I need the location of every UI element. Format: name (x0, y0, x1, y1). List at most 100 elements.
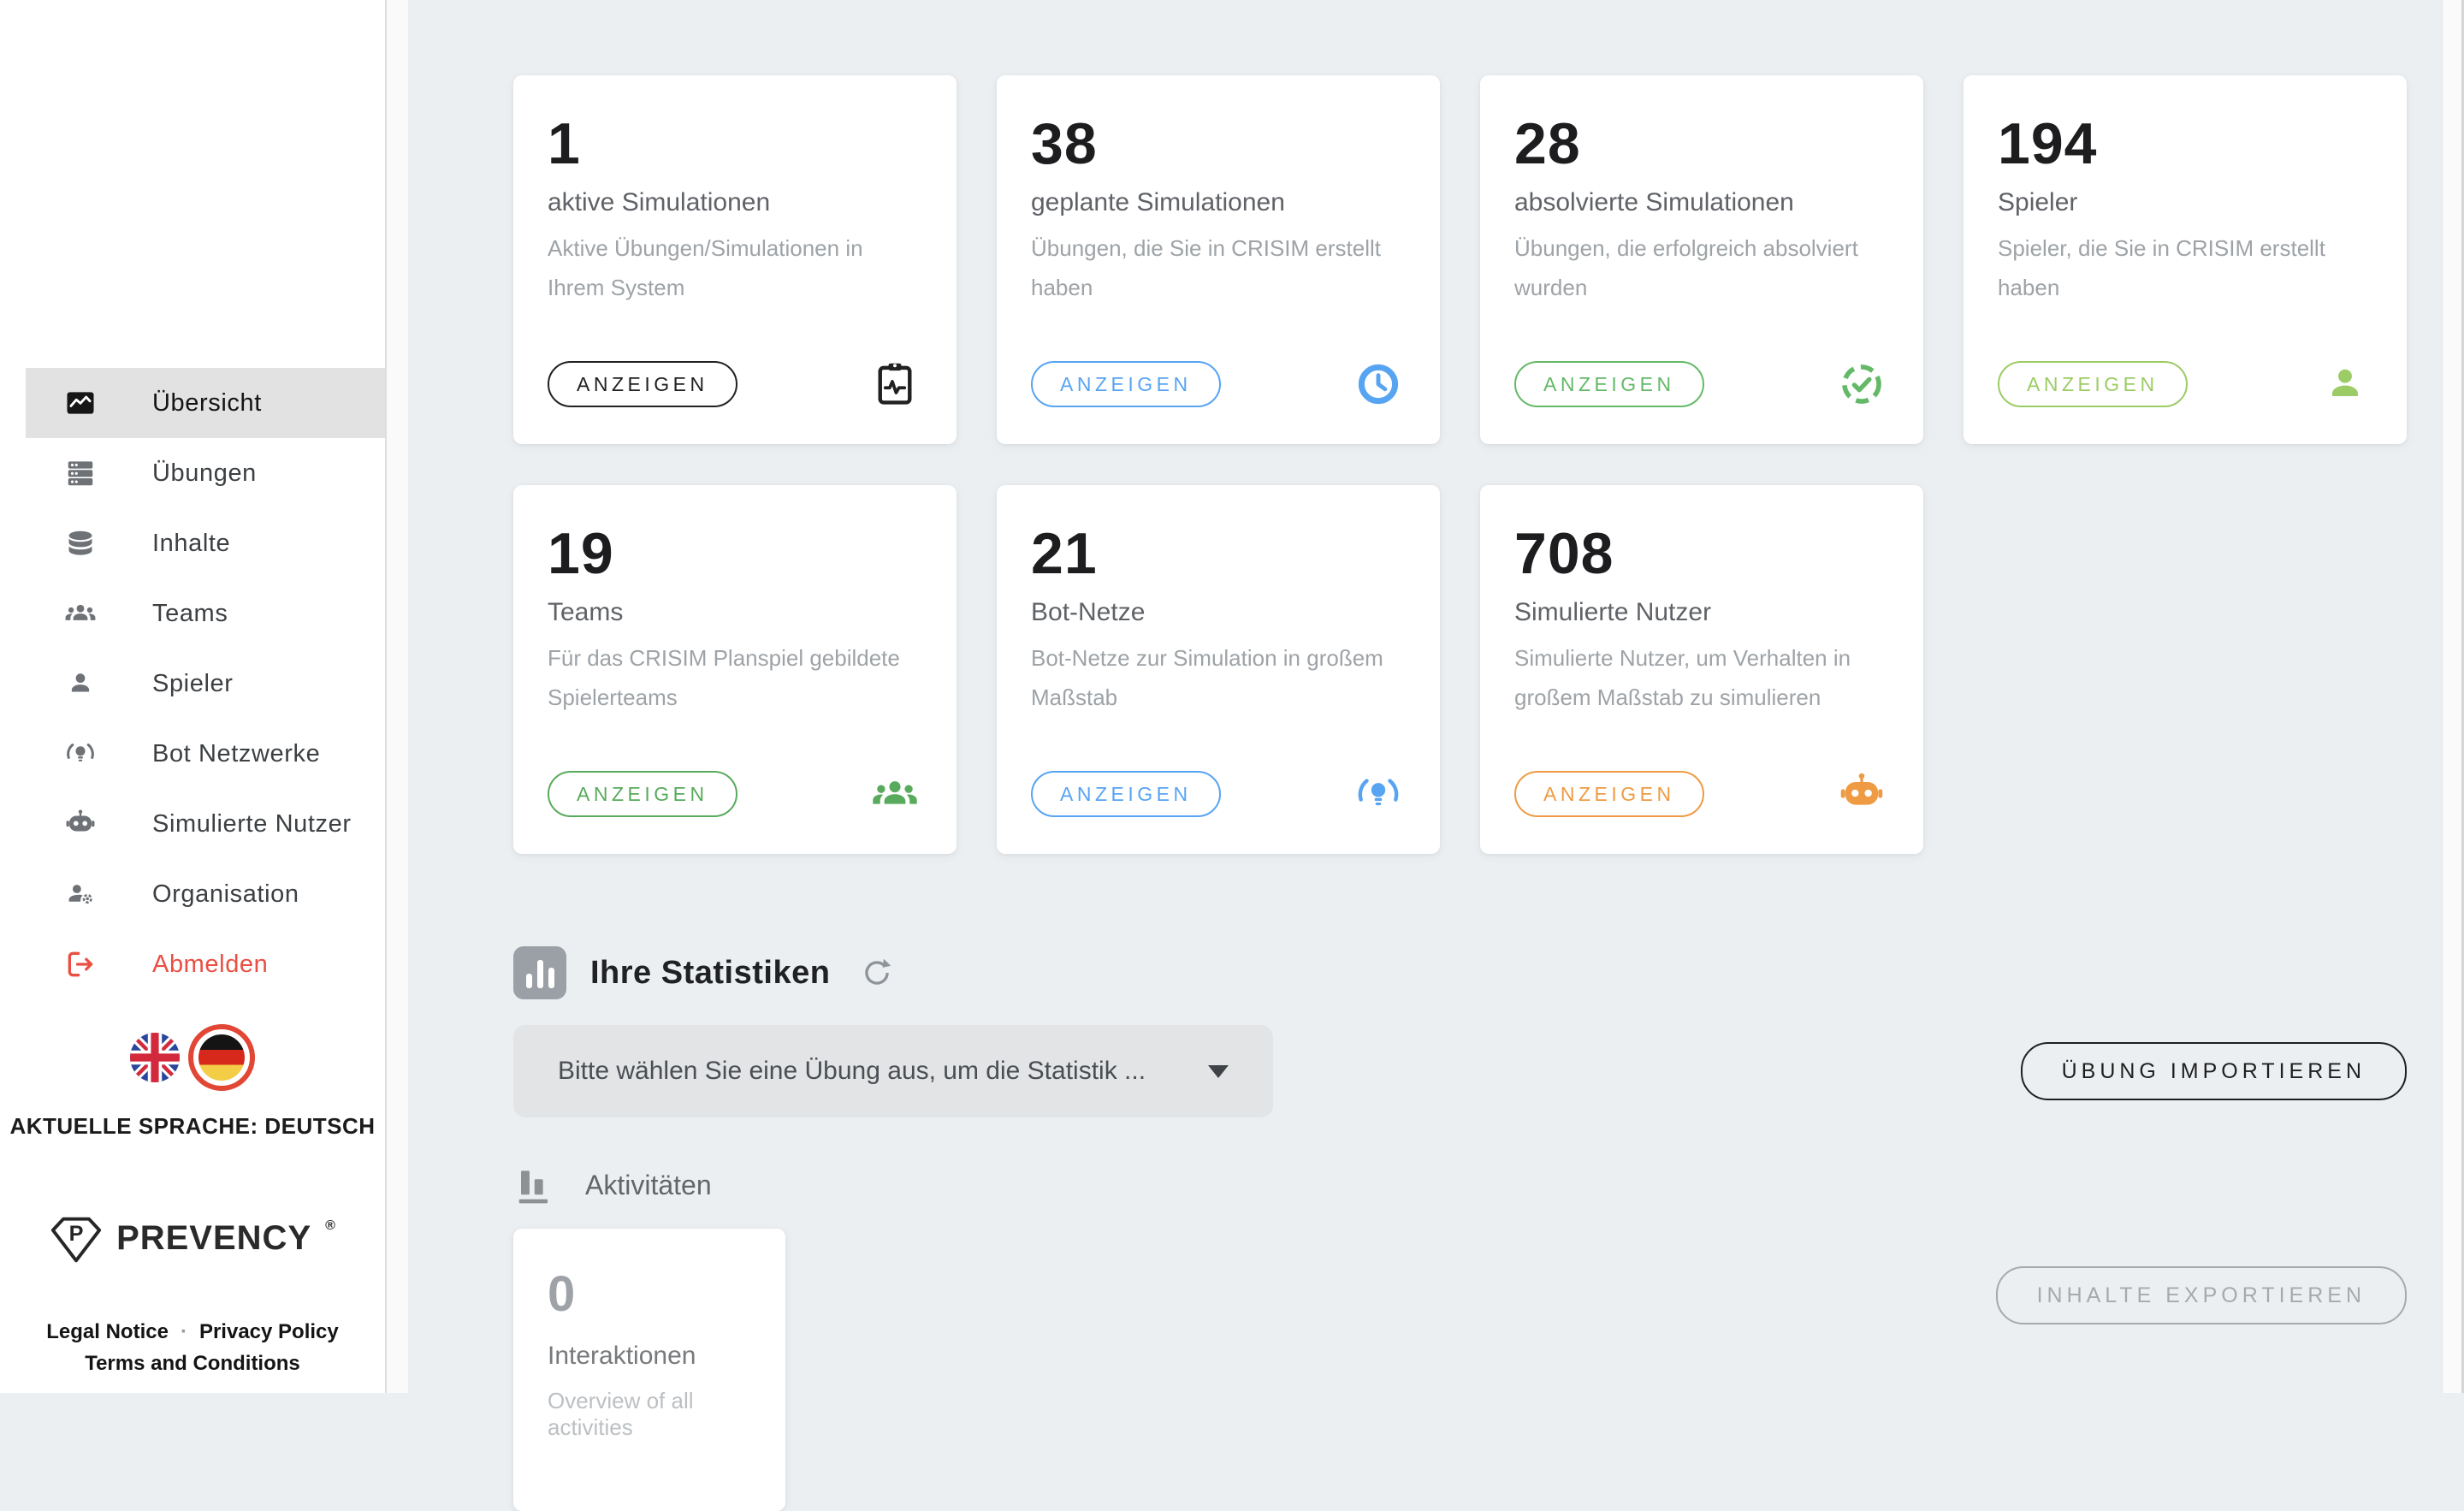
stat-title: Spieler (1998, 188, 2078, 216)
teams-icon (63, 596, 98, 631)
sidebar-item-spieler[interactable]: Spieler (26, 649, 385, 719)
clipboard-pulse-icon (871, 360, 919, 408)
german-flag-icon-selected[interactable] (188, 1024, 255, 1091)
link-separator: · (180, 1320, 187, 1343)
page-scrollbar-track[interactable] (2442, 0, 2464, 1393)
organisation-icon (63, 877, 98, 911)
robot-icon (63, 807, 98, 841)
stat-description: Simulierte Nutzer, um Verhalten in große… (1514, 645, 1851, 710)
stat-title: aktive Simulationen (548, 188, 771, 216)
stat-value: 708 (1514, 521, 1614, 586)
sidebar-scrollbar-track[interactable] (387, 0, 409, 1393)
sidebar-item-abmelden[interactable]: Abmelden (26, 929, 385, 999)
person-icon (2321, 360, 2369, 408)
stat-card: 21 Bot-Netze Bot-Netze zur Simulation in… (997, 485, 1440, 854)
svg-text:P: P (69, 1222, 84, 1246)
statistics-section-header: Ihre Statistiken (513, 946, 2409, 999)
exercises-icon (63, 456, 98, 490)
prevency-gem-icon: P (50, 1217, 102, 1263)
logout-icon (63, 947, 98, 981)
sidebar-item-inhalte[interactable]: Inhalte (26, 508, 385, 578)
check-circle-dashed-icon (1838, 360, 1886, 408)
stat-value: 19 (548, 521, 614, 586)
activity-chart-icon (518, 1170, 548, 1204)
contents-icon (63, 526, 98, 560)
bot-network-icon (63, 737, 98, 771)
anzeigen-button[interactable]: ANZEIGEN (1031, 771, 1221, 817)
interactions-count: 0 (548, 1266, 576, 1322)
sidebar-footer: AKTUELLE SPRACHE: DEUTSCH P PREVENCY ® L… (0, 1024, 385, 1379)
bar-chart-icon (513, 946, 566, 999)
exercise-select-placeholder: Bitte wählen Sie eine Übung aus, um die … (558, 1057, 1146, 1085)
stat-card: 28 absolvierte Simulationen Übungen, die… (1480, 75, 1923, 444)
legal-links: Legal Notice · Privacy Policy Terms and Co… (0, 1316, 385, 1379)
anzeigen-button[interactable]: ANZEIGEN (548, 771, 737, 817)
sidebar-item-uebungen[interactable]: Übungen (26, 438, 385, 508)
registered-mark: ® (325, 1218, 335, 1233)
stat-description: Übungen, die Sie in CRISIM erstellt habe… (1031, 235, 1381, 300)
export-contents-button[interactable]: INHALTE EXPORTIEREN (1995, 1266, 2407, 1324)
robot-icon (1838, 770, 1886, 818)
stat-card: 38 geplante Simulationen Übungen, die Si… (997, 75, 1440, 444)
main-content: 1 aktive Simulationen Aktive Übungen/Sim… (409, 0, 2442, 1511)
activities-row: 0 Interaktionen Overview of all activiti… (513, 1229, 2407, 1511)
bot-network-icon (1354, 770, 1402, 818)
anzeigen-button[interactable]: ANZEIGEN (1998, 361, 2188, 407)
clock-icon (1354, 360, 1402, 408)
import-exercise-button[interactable]: ÜBUNG IMPORTIEREN (2020, 1042, 2407, 1100)
anzeigen-button[interactable]: ANZEIGEN (1514, 771, 1704, 817)
terms-and-conditions-link[interactable]: Terms and Conditions (85, 1352, 300, 1375)
stat-card: 708 Simulierte Nutzer Simulierte Nutzer,… (1480, 485, 1923, 854)
stat-title: absolvierte Simulationen (1514, 188, 1794, 216)
stat-card: 194 Spieler Spieler, die Sie in CRISIM e… (1964, 75, 2407, 444)
chevron-down-icon (1208, 1064, 1229, 1078)
german-flag-icon (198, 1034, 245, 1081)
activities-heading: Aktivitäten (585, 1169, 712, 1200)
stat-card: 19 Teams Für das CRISIM Planspiel gebild… (513, 485, 957, 854)
stat-description: Bot-Netze zur Simulation in großem Maßst… (1031, 645, 1383, 710)
sidebar: Übersicht Übungen Inhalte Teams Spieler … (0, 0, 387, 1393)
anzeigen-button[interactable]: ANZEIGEN (548, 361, 737, 407)
sidebar-item-simulierte-nutzer[interactable]: Simulierte Nutzer (26, 789, 385, 859)
stat-description: Übungen, die erfolgreich absolviert wurd… (1514, 235, 1858, 300)
stat-value: 194 (1998, 111, 2098, 176)
interactions-title: Interaktionen (548, 1342, 696, 1370)
stat-value: 38 (1031, 111, 1098, 176)
prevency-logo: P PREVENCY ® (0, 1213, 385, 1265)
anzeigen-button[interactable]: ANZEIGEN (1031, 361, 1221, 407)
legal-notice-link[interactable]: Legal Notice (46, 1320, 169, 1343)
stat-title: Simulierte Nutzer (1514, 598, 1712, 626)
interactions-description: Overview of all activities (548, 1388, 694, 1440)
sidebar-item-uebersicht[interactable]: Übersicht (26, 368, 385, 438)
refresh-icon[interactable] (859, 955, 895, 991)
sidebar-item-organisation[interactable]: Organisation (26, 859, 385, 929)
activity-card: 0 Interaktionen Overview of all activiti… (513, 1229, 785, 1511)
stat-value: 1 (548, 111, 581, 176)
person-icon (63, 667, 98, 701)
sidebar-item-teams[interactable]: Teams (26, 578, 385, 649)
statistics-heading: Ihre Statistiken (590, 954, 831, 991)
stat-description: Aktive Übungen/Simulationen in Ihrem Sys… (548, 235, 863, 300)
sidebar-item-bot-netzwerke[interactable]: Bot Netzwerke (26, 719, 385, 789)
stat-value: 21 (1031, 521, 1098, 586)
teams-icon (871, 770, 919, 818)
stat-cards-grid: 1 aktive Simulationen Aktive Übungen/Sim… (513, 75, 2407, 854)
stat-description: Für das CRISIM Planspiel gebildete Spiel… (548, 645, 900, 710)
activities-section-header: Aktivitäten (513, 1162, 2409, 1208)
sidebar-nav: Übersicht Übungen Inhalte Teams Spieler … (0, 368, 385, 999)
current-language-label: AKTUELLE SPRACHE: DEUTSCH (9, 1113, 376, 1139)
brand-name: PREVENCY (116, 1219, 312, 1257)
statistics-controls-row: Bitte wählen Sie eine Übung aus, um die … (513, 1025, 2407, 1117)
uk-flag-icon[interactable] (130, 1033, 180, 1082)
overview-icon (63, 386, 98, 420)
language-switcher (0, 1024, 385, 1091)
privacy-policy-link[interactable]: Privacy Policy (198, 1320, 339, 1343)
stat-title: Teams (548, 598, 624, 626)
stat-card: 1 aktive Simulationen Aktive Übungen/Sim… (513, 75, 957, 444)
anzeigen-button[interactable]: ANZEIGEN (1514, 361, 1704, 407)
stat-value: 28 (1514, 111, 1581, 176)
stat-title: Bot-Netze (1031, 598, 1146, 626)
exercise-select[interactable]: Bitte wählen Sie eine Übung aus, um die … (513, 1025, 1273, 1117)
stat-description: Spieler, die Sie in CRISIM erstellt habe… (1998, 235, 2325, 300)
stat-title: geplante Simulationen (1031, 188, 1285, 216)
